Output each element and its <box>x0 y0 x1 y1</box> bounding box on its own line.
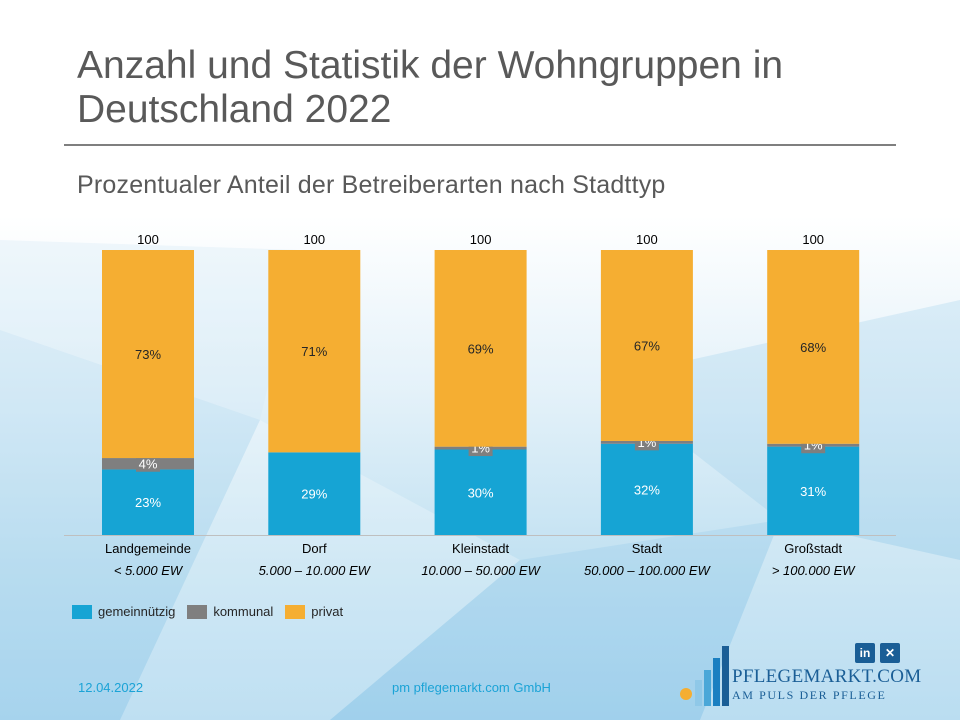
x-tick-label-kleinstadt: Kleinstadt <box>452 541 509 556</box>
bar-stadt-gemeinnuetzig <box>600 443 693 535</box>
total-label-grossstadt: 100 <box>802 232 824 247</box>
legend-label-gemeinnuetzig: gemeinnützig <box>98 604 176 619</box>
slide-title: Anzahl und Statistik der Wohngruppen in … <box>77 44 784 131</box>
legend-item-privat: privat <box>285 604 343 619</box>
x-sub-label-stadt: 50.000 – 100.000 EW <box>584 563 711 578</box>
x-sub-label-grossstadt: > 100.000 EW <box>772 563 856 578</box>
x-sub-label-dorf: 5.000 – 10.000 EW <box>259 563 372 578</box>
social-links: in ✕ <box>850 643 900 663</box>
bar-landgemeinde-gemeinnuetzig <box>102 469 194 535</box>
x-tick-label-landgemeinde: Landgemeinde <box>105 541 191 556</box>
data-label-landgemeinde-gemeinnuetzig: 23% <box>135 495 161 510</box>
legend-label-privat: privat <box>311 604 344 619</box>
x-sub-label-landgemeinde: < 5.000 EW <box>114 563 184 578</box>
x-tick-label-grossstadt: Großstadt <box>784 541 842 556</box>
title-divider <box>64 144 896 146</box>
bar-dorf-gemeinnuetzig <box>268 452 361 535</box>
x-tick-label-stadt: Stadt <box>632 541 663 556</box>
chart-subtitle: Prozentualer Anteil der Betreiberarten n… <box>77 171 666 199</box>
data-label-stadt-privat: 67% <box>634 338 660 353</box>
total-label-dorf: 100 <box>303 232 325 247</box>
legend-item-gemeinnuetzig: gemeinnützig <box>72 604 175 619</box>
bar-grossstadt-privat <box>767 250 860 444</box>
data-label-stadt-gemeinnuetzig: 32% <box>634 482 660 497</box>
data-label-landgemeinde-kommunal: 4% <box>139 456 158 471</box>
pflegemarkt-logo-icon <box>680 646 729 706</box>
total-label-kleinstadt: 100 <box>470 232 492 247</box>
legend-item-kommunal: kommunal <box>187 604 273 619</box>
linkedin-icon[interactable]: in <box>855 643 875 663</box>
total-label-landgemeinde: 100 <box>137 232 159 247</box>
data-label-dorf-privat: 71% <box>301 344 327 359</box>
slide-footer: pm pflegemarkt.com GmbH <box>392 680 551 695</box>
chart-legend: gemeinnützig kommunal privat <box>72 604 355 619</box>
x-tick-label-dorf: Dorf <box>302 541 327 556</box>
logo-wordmark: PFLEGEMARKT.COM <box>732 666 922 687</box>
slide-date: 12.04.2022 <box>78 680 144 695</box>
legend-swatch-privat <box>285 604 306 619</box>
bar-kleinstadt-gemeinnuetzig <box>434 449 527 535</box>
bar-stadt-privat <box>600 250 693 441</box>
bar-landgemeinde-privat <box>102 250 194 459</box>
legend-swatch-kommunal <box>187 604 208 619</box>
legend-swatch-gemeinnuetzig <box>72 604 92 619</box>
data-label-grossstadt-gemeinnuetzig: 31% <box>800 484 826 499</box>
data-label-landgemeinde-privat: 73% <box>135 347 161 362</box>
data-label-kleinstadt-privat: 69% <box>468 341 494 356</box>
data-label-grossstadt-privat: 68% <box>800 340 826 355</box>
stacked-bar-chart: 23% 4% 73% 100 Landgemeinde < 5.000 EW 29% 71% 1… <box>64 232 896 578</box>
logo-tagline: AM PULS DER PFLEGE <box>732 688 887 702</box>
x-sub-label-kleinstadt: 10.000 – 50.000 EW <box>421 563 541 578</box>
total-label-stadt: 100 <box>636 232 658 247</box>
legend-label-kommunal: kommunal <box>213 604 274 619</box>
data-label-dorf-gemeinnuetzig: 29% <box>301 487 327 502</box>
data-label-kleinstadt-gemeinnuetzig: 30% <box>468 485 494 500</box>
bar-grossstadt-gemeinnuetzig <box>767 446 860 535</box>
bar-kleinstadt-privat <box>434 250 527 447</box>
bar-dorf-privat <box>268 250 361 453</box>
xing-icon[interactable]: ✕ <box>880 643 900 663</box>
data-label-box-landgemeinde-kommunal <box>136 455 160 472</box>
